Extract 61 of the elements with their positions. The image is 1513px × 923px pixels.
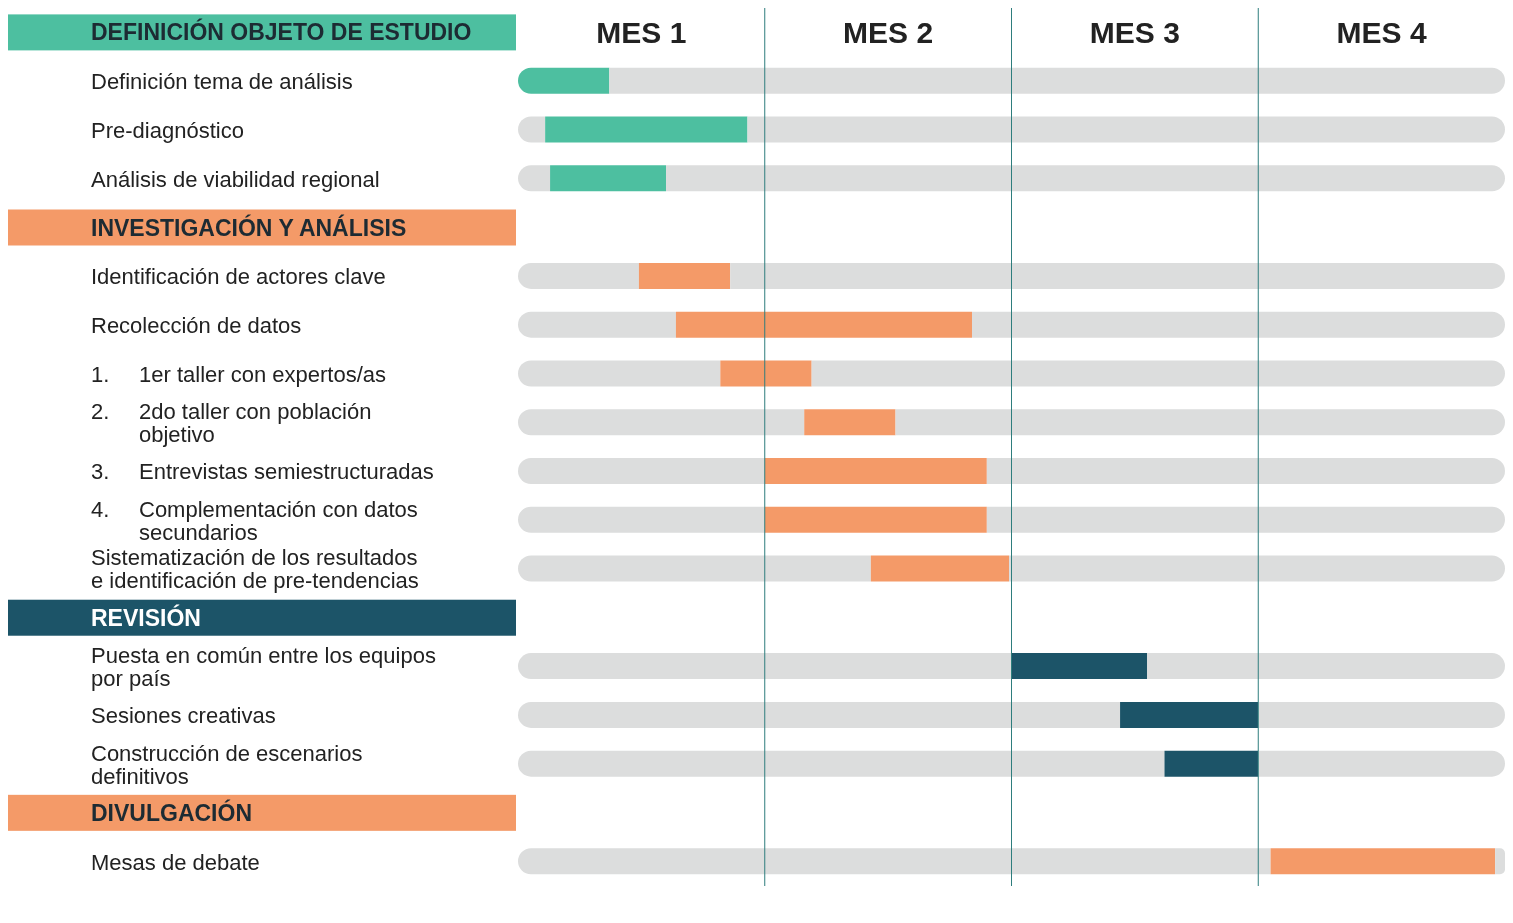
bar [1258,701,1505,728]
bar [1164,750,1259,777]
annotation: MES 1 [595,16,688,50]
bar [518,360,721,387]
y-tick-label: Análisis de viabilidad regional [91,166,380,192]
y-tick-label: Sistematización de los resultados e identificación de pre-tendencias [91,545,419,594]
bar [518,67,610,94]
bar [675,311,973,338]
y-tick-label: Puesta en común entre los equipos por país [91,643,436,691]
y-tick-label: REVISIÓN [91,603,201,631]
bar [730,262,1505,289]
bar [720,360,812,387]
bar [545,116,748,143]
category-label: 2. 2do taller con población objetivo [91,399,372,448]
bar [1009,555,1505,582]
bar [811,360,1505,387]
bar [870,555,1010,582]
y-tick-label: Sesiones creativas [91,703,276,729]
y-tick-label: DIVULGACIÓN [91,798,252,826]
y-tick-label: Mesas de debate [91,849,260,875]
bar [518,262,639,289]
bar [609,67,1505,94]
bar [518,409,805,436]
bar [518,311,676,338]
annotation: MES 4 [1335,16,1428,50]
category-label: 4. Complementación con datos secundarios [91,496,418,545]
annotation: MES 3 [1088,16,1181,50]
bar [972,311,1505,338]
bar [666,165,1505,192]
y-tick-label: Pre-diagnóstico [91,117,244,143]
bar [986,458,1505,484]
bar [518,506,765,533]
bar [518,458,765,484]
bar [518,653,1012,680]
bar [1270,848,1496,875]
bar [764,506,987,533]
bar [804,409,896,436]
y-tick-label: Identificación de actores clave [91,264,386,290]
bar [895,409,1505,436]
bar [518,701,1121,728]
bar [747,116,1505,143]
y-tick-label: Construcción de escenarios definitivos [91,740,363,789]
bar [518,555,871,582]
y-tick-label: Recolección de datos [91,313,302,339]
bar [518,848,1271,875]
y-tick-label: DEFINICIÓN OBJETO DE ESTUDIO [91,18,472,46]
bar [518,750,1165,777]
bar [764,458,987,484]
bar [1495,848,1505,875]
bar [1120,701,1259,728]
y-tick-label: Definición tema de análisis [91,69,353,95]
bar [1147,653,1505,680]
bar [986,506,1505,533]
bar [1011,653,1148,680]
category-label: 1. 1er taller con expertos/as [91,361,387,387]
bar [550,165,667,192]
bar [638,262,731,289]
category-label: 3. Entrevistas semiestructuradas [91,459,434,485]
y-tick-label: INVESTIGACIÓN Y ANÁLISIS [91,213,407,241]
bar [1258,750,1505,777]
annotation: MES 2 [842,16,935,50]
